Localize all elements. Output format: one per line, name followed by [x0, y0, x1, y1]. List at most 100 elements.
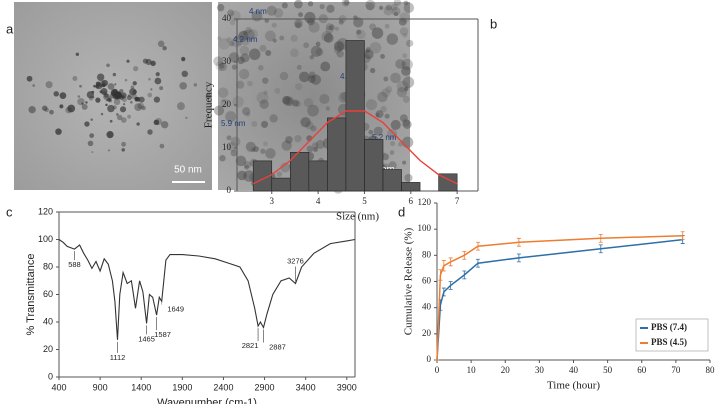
particle [107, 97, 112, 102]
y-tick-label: 0 [48, 371, 53, 381]
y-tick-label: 30 [222, 56, 232, 66]
particle [227, 9, 235, 17]
particle [218, 38, 230, 50]
bar [382, 169, 402, 192]
particle [308, 71, 316, 79]
particle [402, 53, 408, 59]
particle [236, 80, 245, 89]
particle [300, 117, 311, 128]
error-bar [441, 287, 446, 297]
particle [380, 105, 387, 113]
particle [213, 105, 225, 116]
y-tick-label: 120 [38, 206, 53, 216]
particle [126, 59, 130, 63]
particle [84, 121, 90, 127]
particle [215, 61, 226, 71]
panel-label: d [398, 204, 405, 219]
particle [162, 45, 167, 51]
particle [386, 33, 399, 45]
error-bar [475, 258, 480, 268]
particle [179, 82, 187, 90]
particle [237, 170, 247, 181]
particle [232, 96, 244, 108]
error-bar [598, 234, 603, 243]
y-tick-label: 60 [422, 276, 432, 286]
particle [364, 49, 374, 60]
particle [390, 119, 401, 130]
particle [365, 0, 376, 11]
y-tick-label: 80 [43, 261, 53, 271]
chart: c 0 20 40 60 80 100 120 400 900 1400 1900 2400 2900 34… [6, 204, 357, 404]
particle [295, 22, 302, 29]
particle [150, 60, 156, 67]
particle [256, 91, 269, 104]
x-tick-label: 3400 [296, 382, 316, 392]
particle [95, 81, 101, 87]
particle [265, 49, 272, 57]
particle [217, 36, 222, 41]
peak-label: 1649 [167, 304, 184, 313]
particle [244, 164, 250, 170]
particle [313, 146, 319, 152]
particle [98, 80, 106, 88]
particle [65, 106, 72, 114]
particle [154, 77, 162, 85]
particle [290, 34, 298, 42]
bar [308, 160, 328, 192]
peak-label: 1465 [138, 334, 155, 343]
particle [95, 97, 101, 103]
particle [130, 85, 135, 89]
particle [379, 5, 384, 10]
particle [401, 58, 413, 71]
particle [333, 41, 344, 52]
particle [229, 41, 235, 47]
y-axis-title: Cumulative Release (%) [403, 227, 415, 335]
error-bar [448, 281, 453, 290]
particle [336, 50, 344, 58]
particle [306, 145, 314, 153]
particle [75, 52, 80, 56]
particle [100, 112, 104, 116]
particle [77, 95, 81, 98]
particle [380, 54, 385, 59]
y-tick-label: 10 [222, 142, 232, 152]
particle [217, 87, 229, 98]
y-tick-label: 40 [422, 302, 432, 312]
error-bar [462, 270, 467, 280]
particle [59, 104, 64, 109]
particle [385, 85, 393, 93]
particle [161, 121, 169, 129]
particle [307, 104, 319, 117]
y-tick-label: 20 [422, 328, 432, 338]
particle [391, 6, 401, 16]
legend-label: PBS (7.4) [651, 322, 687, 332]
particle [385, 4, 392, 11]
x-tick-label: 4 [316, 196, 321, 206]
error-bar [516, 237, 521, 247]
particle [213, 56, 223, 66]
legend-box [635, 318, 709, 352]
x-tick-label: 70 [671, 365, 681, 375]
particle [309, 54, 315, 60]
size-label: 5.9 nm [221, 119, 246, 128]
particle [387, 128, 398, 140]
fit-curve [252, 110, 458, 185]
particle [315, 41, 321, 47]
particle [110, 88, 119, 97]
particle [271, 22, 277, 28]
particle [370, 67, 376, 74]
particle [279, 71, 289, 81]
particle [241, 37, 250, 46]
x-tick-label: 1400 [131, 382, 151, 392]
particle [398, 17, 407, 26]
particle [225, 111, 237, 123]
particle [283, 96, 293, 106]
particle [107, 104, 115, 113]
particle [245, 26, 252, 34]
particle [262, 77, 269, 84]
particle [145, 58, 152, 65]
y-tick-label: 20 [43, 344, 53, 354]
particle [100, 87, 108, 95]
particle [401, 136, 414, 148]
